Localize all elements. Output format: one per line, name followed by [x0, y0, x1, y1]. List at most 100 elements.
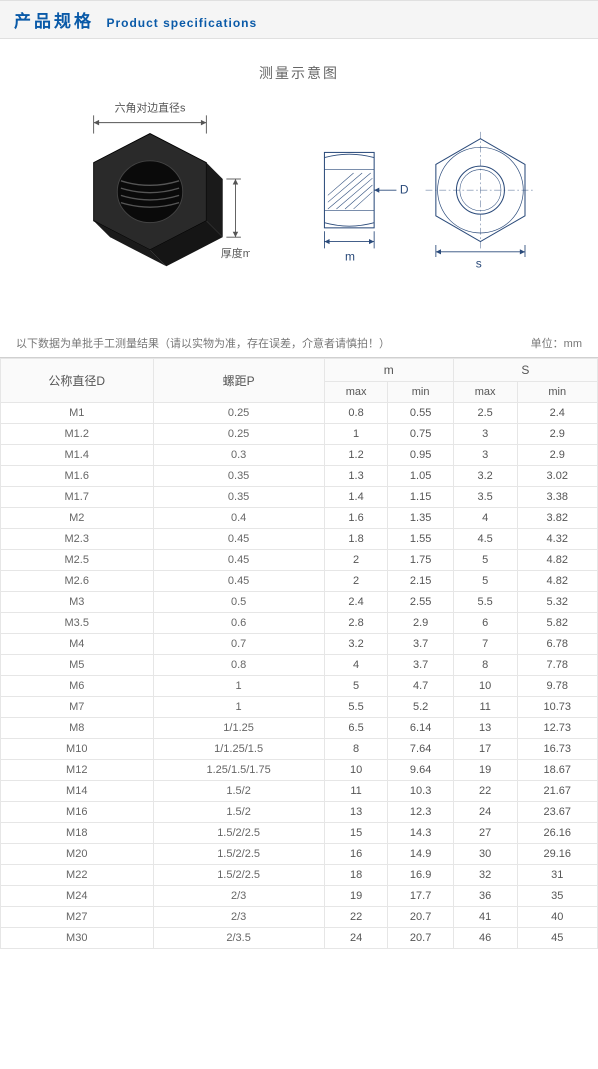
table-row: M1.20.2510.7532.9 [1, 424, 598, 445]
cell-d: M4 [1, 634, 154, 655]
cell-smin: 3.38 [517, 487, 597, 508]
cell-smin: 6.78 [517, 634, 597, 655]
cell-smin: 21.67 [517, 781, 597, 802]
nut-3d-illustration: 六角对边直径s 厚度m [50, 99, 250, 299]
cell-smin: 9.78 [517, 676, 597, 697]
cell-d: M2.5 [1, 550, 154, 571]
cell-mmax: 5.5 [324, 697, 388, 718]
cell-d: M2.3 [1, 529, 154, 550]
cell-mmax: 19 [324, 886, 388, 907]
table-row: M30.52.42.555.55.32 [1, 592, 598, 613]
cell-mmin: 2.55 [388, 592, 453, 613]
cell-smax: 5 [453, 550, 517, 571]
cell-p: 0.35 [153, 487, 324, 508]
table-row: M6154.7109.78 [1, 676, 598, 697]
cell-mmax: 1.8 [324, 529, 388, 550]
cell-p: 0.3 [153, 445, 324, 466]
cell-smin: 4.32 [517, 529, 597, 550]
cell-p: 0.5 [153, 592, 324, 613]
cell-d: M27 [1, 907, 154, 928]
cell-mmin: 1.75 [388, 550, 453, 571]
cell-smin: 2.4 [517, 403, 597, 424]
cell-p: 1.5/2/2.5 [153, 823, 324, 844]
label-m: 厚度m [220, 246, 249, 260]
section-header: 产品规格 Product specifications [0, 0, 598, 39]
cell-smin: 12.73 [517, 718, 597, 739]
cell-mmax: 2.4 [324, 592, 388, 613]
cell-mmax: 1.6 [324, 508, 388, 529]
cell-mmin: 4.7 [388, 676, 453, 697]
label-s: 六角对边直径s [114, 101, 185, 115]
table-row: M50.843.787.78 [1, 655, 598, 676]
cell-smax: 32 [453, 865, 517, 886]
cell-d: M1.4 [1, 445, 154, 466]
cell-mmin: 14.9 [388, 844, 453, 865]
cell-mmin: 6.14 [388, 718, 453, 739]
cell-p: 0.4 [153, 508, 324, 529]
header-title-en: Product specifications [106, 16, 257, 30]
cell-p: 0.25 [153, 424, 324, 445]
cell-mmin: 1.35 [388, 508, 453, 529]
cell-p: 1 [153, 697, 324, 718]
cell-smax: 17 [453, 739, 517, 760]
table-row: M81/1.256.56.141312.73 [1, 718, 598, 739]
cell-smin: 2.9 [517, 445, 597, 466]
cell-mmin: 16.9 [388, 865, 453, 886]
cell-p: 1 [153, 676, 324, 697]
cell-smax: 11 [453, 697, 517, 718]
table-row: M242/31917.73635 [1, 886, 598, 907]
table-row: M20.41.61.3543.82 [1, 508, 598, 529]
table-row: M3.50.62.82.965.82 [1, 613, 598, 634]
cell-p: 1.5/2/2.5 [153, 844, 324, 865]
cell-mmin: 0.75 [388, 424, 453, 445]
cell-smin: 3.02 [517, 466, 597, 487]
cell-mmax: 8 [324, 739, 388, 760]
diagram-area: 六角对边直径s 厚度m [0, 99, 598, 329]
cell-p: 1.5/2 [153, 802, 324, 823]
cell-mmax: 0.8 [324, 403, 388, 424]
table-row: M141.5/21110.32221.67 [1, 781, 598, 802]
cell-smax: 41 [453, 907, 517, 928]
table-row: M302/3.52420.74645 [1, 928, 598, 949]
table-row: M2.30.451.81.554.54.32 [1, 529, 598, 550]
table-row: M121.25/1.5/1.75109.641918.67 [1, 760, 598, 781]
col-m-min: min [388, 382, 453, 403]
cell-smax: 27 [453, 823, 517, 844]
cell-mmax: 11 [324, 781, 388, 802]
col-pitch: 螺距P [153, 359, 324, 403]
cell-p: 0.35 [153, 466, 324, 487]
cell-p: 0.8 [153, 655, 324, 676]
col-s-max: max [453, 382, 517, 403]
cell-mmin: 2.9 [388, 613, 453, 634]
nut-technical-drawing: D m s [309, 113, 549, 284]
note-unit: 单位：mm [531, 335, 582, 351]
col-s-min: min [517, 382, 597, 403]
cell-d: M20 [1, 844, 154, 865]
cell-smax: 5 [453, 571, 517, 592]
cell-smin: 4.82 [517, 550, 597, 571]
cell-mmin: 9.64 [388, 760, 453, 781]
cell-smax: 4 [453, 508, 517, 529]
cell-p: 0.45 [153, 529, 324, 550]
cell-p: 2/3 [153, 886, 324, 907]
cell-d: M12 [1, 760, 154, 781]
cell-smax: 3 [453, 445, 517, 466]
cell-smin: 5.82 [517, 613, 597, 634]
table-row: M221.5/2/2.51816.93231 [1, 865, 598, 886]
cell-smin: 26.16 [517, 823, 597, 844]
cell-d: M6 [1, 676, 154, 697]
cell-d: M24 [1, 886, 154, 907]
cell-smax: 19 [453, 760, 517, 781]
cell-mmax: 3.2 [324, 634, 388, 655]
cell-d: M2 [1, 508, 154, 529]
cell-mmax: 1.3 [324, 466, 388, 487]
cell-mmax: 24 [324, 928, 388, 949]
table-row: M272/32220.74140 [1, 907, 598, 928]
cell-mmin: 3.7 [388, 634, 453, 655]
cell-p: 1/1.25/1.5 [153, 739, 324, 760]
cell-mmax: 2.8 [324, 613, 388, 634]
tech-label-m: m [345, 250, 355, 264]
cell-smax: 4.5 [453, 529, 517, 550]
cell-mmin: 0.95 [388, 445, 453, 466]
cell-mmax: 4 [324, 655, 388, 676]
